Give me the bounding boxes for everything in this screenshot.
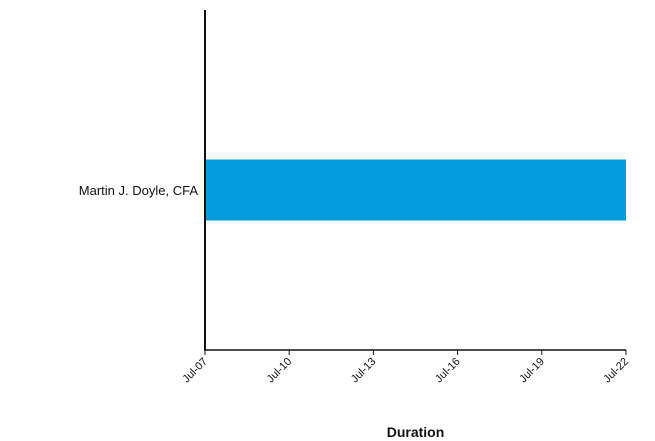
bars-layer	[205, 159, 626, 221]
x-tick-label: Jul-07	[180, 356, 210, 386]
x-tick-label: Jul-22	[601, 356, 631, 386]
x-tick-label: Jul-19	[517, 356, 547, 386]
category-labels: Martin J. Doyle, CFA	[79, 183, 199, 198]
bar-0	[205, 159, 626, 221]
x-tick-label: Jul-10	[265, 356, 295, 386]
x-axis-title: Duration	[387, 424, 445, 440]
x-axis-ticks: Jul-07 Jul-10 Jul-13 Jul-16 Jul-19 Jul-22	[180, 350, 631, 385]
category-label: Martin J. Doyle, CFA	[79, 183, 199, 198]
x-tick-label: Jul-13	[349, 356, 379, 386]
x-tick-label: Jul-16	[433, 356, 463, 386]
